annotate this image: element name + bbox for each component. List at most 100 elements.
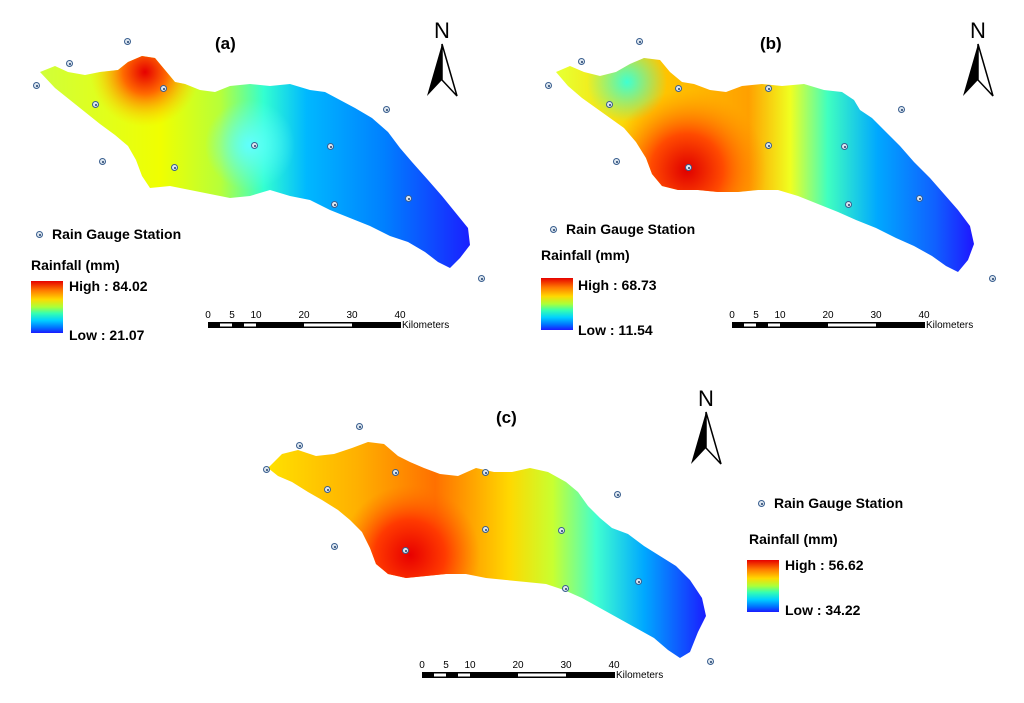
- rain-gauge-marker: [613, 158, 620, 165]
- rain-gauge-marker: [324, 486, 331, 493]
- rain-gauge-marker: [383, 106, 390, 113]
- rain-gauge-marker: [92, 101, 99, 108]
- scale-bar-graphic: [732, 322, 925, 328]
- rain-gauge-marker: [685, 164, 692, 171]
- panel-label: (a): [215, 34, 236, 53]
- rain-gauge-marker: [578, 58, 585, 65]
- rain-gauge-marker: [707, 658, 714, 665]
- north-letter: N: [970, 18, 986, 43]
- panel-label: (b): [760, 34, 782, 53]
- rain-gauge-marker: [765, 85, 772, 92]
- scale-tick-label: 10: [464, 660, 476, 671]
- rain-gauge-marker: [160, 85, 167, 92]
- scale-unit-label: Kilometers: [616, 670, 664, 681]
- rain-gauge-marker: [675, 85, 682, 92]
- station-legend-label: Rain Gauge Station: [566, 221, 696, 237]
- rainfall-map-c: [268, 442, 706, 658]
- station-legend: Rain Gauge Station: [36, 226, 181, 242]
- north-arrow: N: [955, 18, 1001, 98]
- north-arrow-icon: [963, 43, 994, 97]
- scale-tick-label: 5: [443, 660, 449, 671]
- rainfall-legend-title: Rainfall (mm): [31, 257, 120, 273]
- rain-gauge-marker: [263, 466, 270, 473]
- rain-gauge-marker: [482, 469, 489, 476]
- scale-tick-label: 5: [229, 310, 235, 321]
- scale-tick-label: 0: [729, 310, 735, 321]
- rain-gauge-marker: [606, 101, 613, 108]
- scale-tick-label: 20: [298, 310, 310, 321]
- legend-low-label: Low : 34.22: [785, 602, 861, 618]
- rainfall-map-b: [556, 58, 974, 272]
- rain-gauge-legend-icon: [758, 499, 765, 507]
- scale-tick-label: 10: [250, 310, 262, 321]
- scale-tick-label: 0: [205, 310, 211, 321]
- rain-gauge-marker: [331, 543, 338, 550]
- north-letter: N: [434, 18, 450, 43]
- rain-gauge-marker: [989, 275, 996, 282]
- rain-gauge-marker: [898, 106, 905, 113]
- scale-tick-label: 0: [419, 660, 425, 671]
- scale-tick-label: 40: [394, 310, 406, 321]
- rain-gauge-marker: [171, 164, 178, 171]
- rain-gauge-marker: [478, 275, 485, 282]
- north-arrow: N: [419, 18, 465, 98]
- rainfall-legend-title: Rainfall (mm): [749, 531, 838, 547]
- station-legend: Rain Gauge Station: [758, 495, 903, 511]
- rain-gauge-marker: [327, 143, 334, 150]
- scale-bar-graphic: [208, 322, 401, 328]
- panel-label: (c): [496, 408, 517, 427]
- rain-gauge-legend-icon: [36, 230, 43, 238]
- rain-gauge-marker: [558, 527, 565, 534]
- color-ramp: [541, 278, 573, 330]
- map-panel-c: (c): [0, 350, 1024, 703]
- rain-gauge-marker: [296, 442, 303, 449]
- scale-tick-label: 10: [774, 310, 786, 321]
- rain-gauge-marker: [562, 585, 569, 592]
- scale-tick-label: 20: [512, 660, 524, 671]
- rain-gauge-marker: [392, 469, 399, 476]
- scale-unit-label: Kilometers: [926, 320, 974, 331]
- rain-gauge-marker: [845, 201, 852, 208]
- map-panel-b: (b): [512, 0, 1024, 350]
- legend-high-label: High : 84.02: [69, 278, 148, 294]
- rain-gauge-marker: [402, 547, 409, 554]
- scale-tick-label: 30: [346, 310, 358, 321]
- map-panel-a: (a): [0, 0, 512, 350]
- rain-gauge-marker: [636, 38, 643, 45]
- rain-gauge-marker: [841, 143, 848, 150]
- rain-gauge-marker: [765, 142, 772, 149]
- rain-gauge-marker: [33, 82, 40, 89]
- rainfall-legend-title: Rainfall (mm): [541, 247, 630, 263]
- scale-unit-label: Kilometers: [402, 320, 450, 331]
- north-arrow: N: [683, 386, 729, 466]
- color-ramp: [747, 560, 779, 612]
- scale-bar: 0 5 10 20 30 40 Kilometers: [205, 310, 468, 331]
- legend-high-label: High : 56.62: [785, 557, 864, 573]
- rain-gauge-marker: [331, 201, 338, 208]
- north-arrow-icon: [691, 411, 722, 465]
- legend-low-label: Low : 11.54: [578, 322, 653, 338]
- rain-gauge-marker: [66, 60, 73, 67]
- scale-bar-graphic: [422, 672, 615, 678]
- rain-gauge-marker: [405, 195, 412, 202]
- rain-gauge-marker: [356, 423, 363, 430]
- scale-tick-label: 5: [753, 310, 759, 321]
- legend-low-label: Low : 21.07: [69, 327, 145, 343]
- rain-gauge-marker: [545, 82, 552, 89]
- scale-tick-label: 30: [560, 660, 572, 671]
- rain-gauge-marker: [99, 158, 106, 165]
- station-legend: Rain Gauge Station: [550, 221, 695, 237]
- legend-high-label: High : 68.73: [578, 277, 657, 293]
- north-letter: N: [698, 386, 714, 411]
- rain-gauge-marker: [916, 195, 923, 202]
- rain-gauge-marker: [482, 526, 489, 533]
- station-legend-label: Rain Gauge Station: [774, 495, 904, 511]
- scale-bar: 0 5 10 20 30 40 Kilometers: [729, 310, 992, 331]
- rain-gauge-marker: [635, 578, 642, 585]
- scale-tick-label: 40: [608, 660, 620, 671]
- scale-bar: 0 5 10 20 30 40 Kilometers: [419, 660, 682, 681]
- color-ramp: [31, 281, 63, 333]
- station-legend-label: Rain Gauge Station: [52, 226, 182, 242]
- scale-tick-label: 40: [918, 310, 930, 321]
- rain-gauge-marker: [251, 142, 258, 149]
